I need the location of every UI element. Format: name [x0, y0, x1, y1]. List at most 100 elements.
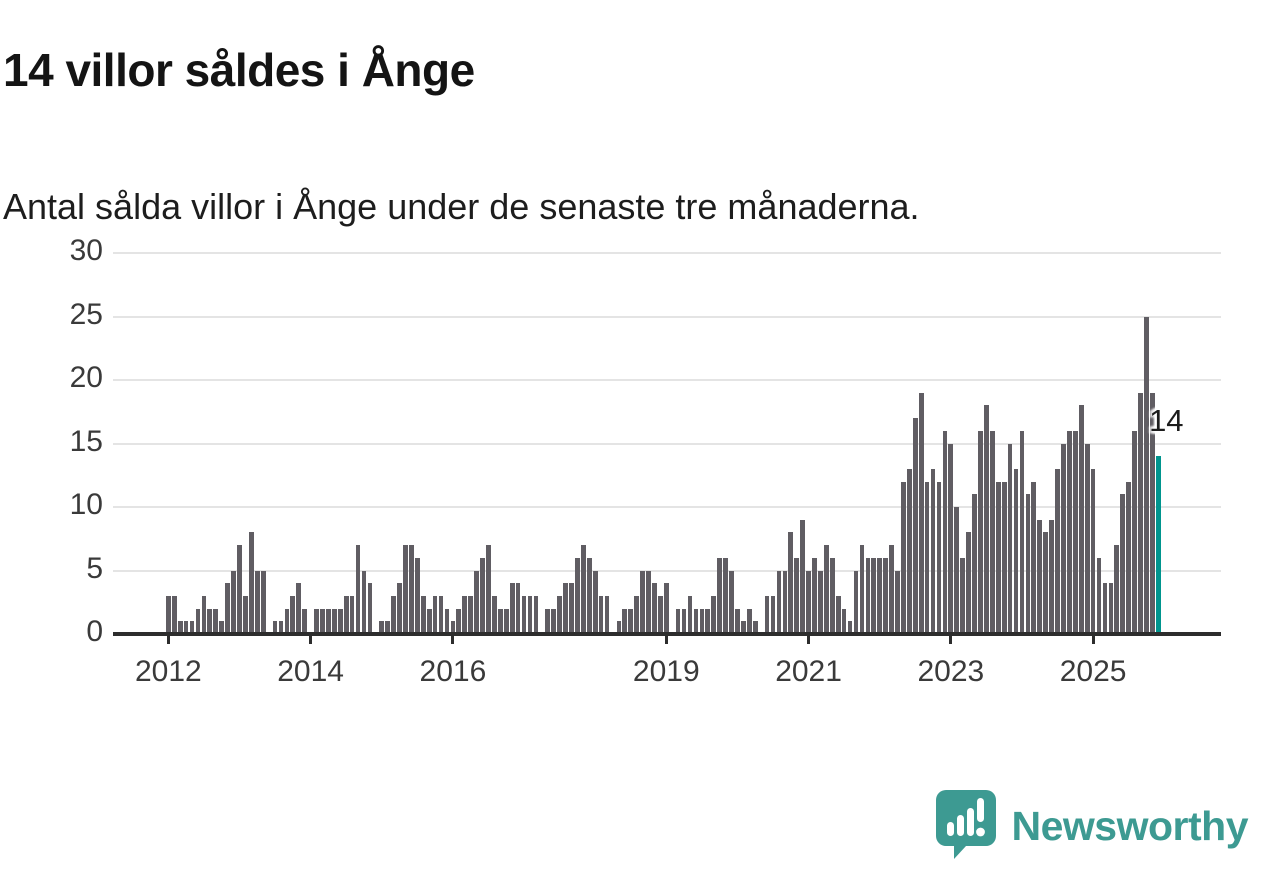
bar — [166, 595, 171, 634]
x-axis-tick — [807, 636, 811, 644]
bar — [729, 570, 734, 634]
x-axis-tick — [166, 636, 170, 644]
bar — [492, 595, 497, 634]
bar — [1049, 519, 1054, 634]
bar — [177, 621, 183, 634]
bar — [592, 570, 598, 634]
bar — [966, 532, 971, 634]
bar — [189, 621, 195, 634]
latest-value-label: 14 — [1149, 403, 1184, 438]
y-axis-label: 10 — [69, 488, 103, 521]
bar — [260, 570, 266, 634]
gridline-5 — [113, 569, 1221, 572]
bar — [503, 608, 509, 634]
bar — [1037, 519, 1043, 634]
bar — [930, 468, 936, 634]
bar — [693, 608, 699, 634]
highlighted-bar — [1155, 456, 1161, 634]
bar — [806, 570, 811, 634]
bar — [326, 608, 331, 634]
bar — [349, 595, 355, 634]
bar — [883, 557, 888, 634]
bar — [918, 392, 924, 634]
bar — [1001, 481, 1007, 634]
bar — [853, 570, 859, 634]
bar — [841, 608, 847, 634]
bar — [859, 545, 865, 634]
bar — [201, 595, 207, 634]
bar — [1078, 405, 1084, 634]
bar — [877, 557, 883, 634]
bar — [551, 608, 556, 634]
y-axis-label: 0 — [86, 615, 103, 648]
bar — [752, 621, 758, 634]
bar — [343, 595, 349, 634]
x-axis-label: 2025 — [1059, 655, 1127, 688]
bar — [628, 608, 634, 634]
bar — [936, 481, 942, 634]
bar — [237, 545, 242, 634]
bar — [580, 545, 586, 634]
bar — [847, 621, 853, 634]
bar — [1126, 481, 1132, 634]
bar — [557, 595, 562, 634]
bar — [171, 595, 177, 634]
bar — [924, 481, 930, 634]
bar — [183, 621, 189, 634]
bar — [865, 557, 871, 634]
bar — [1061, 443, 1066, 634]
bar — [379, 621, 385, 634]
bar — [764, 595, 770, 634]
bar — [1144, 316, 1149, 634]
bar — [1108, 583, 1114, 634]
page-title: 14 villor såldes i Ånge — [3, 43, 475, 96]
x-axis-label: 2023 — [917, 655, 985, 688]
bar — [1031, 481, 1037, 634]
bar — [658, 595, 663, 634]
bar — [243, 595, 248, 634]
chart-subtitle: Antal sålda villor i Ånge under de senas… — [3, 186, 920, 227]
gridline-20 — [113, 379, 1221, 381]
bar — [225, 583, 230, 634]
gridline-10 — [113, 506, 1221, 508]
bar — [829, 557, 835, 634]
bar — [788, 532, 794, 634]
bar — [948, 443, 954, 634]
bar — [663, 583, 669, 634]
y-axis-label: 30 — [69, 234, 103, 267]
bar — [1138, 392, 1143, 634]
bar — [646, 570, 651, 634]
bar — [474, 570, 479, 634]
y-axis-label: 25 — [69, 297, 103, 331]
bar — [812, 557, 817, 634]
bar — [207, 608, 213, 634]
bar — [391, 595, 396, 634]
bar — [320, 608, 325, 634]
bar — [420, 595, 426, 634]
bar — [569, 583, 574, 634]
bar — [699, 608, 705, 634]
bar — [972, 494, 977, 634]
gridline-25 — [113, 315, 1221, 318]
x-axis-label: 2012 — [134, 655, 202, 688]
bar — [818, 570, 823, 634]
bar — [331, 608, 337, 634]
bar — [397, 583, 402, 634]
x-axis-tick — [664, 636, 668, 644]
bar — [835, 595, 841, 634]
bar — [1102, 583, 1108, 634]
bar — [337, 608, 343, 634]
bar — [527, 595, 533, 634]
bar — [367, 583, 373, 634]
bar — [426, 608, 432, 634]
bar — [1055, 468, 1060, 634]
bar — [545, 608, 551, 634]
bar — [1007, 443, 1013, 634]
bar — [521, 595, 527, 634]
bar — [480, 557, 485, 634]
bar — [770, 595, 776, 634]
bar — [978, 430, 983, 634]
bar — [533, 595, 539, 634]
bar — [675, 608, 681, 634]
